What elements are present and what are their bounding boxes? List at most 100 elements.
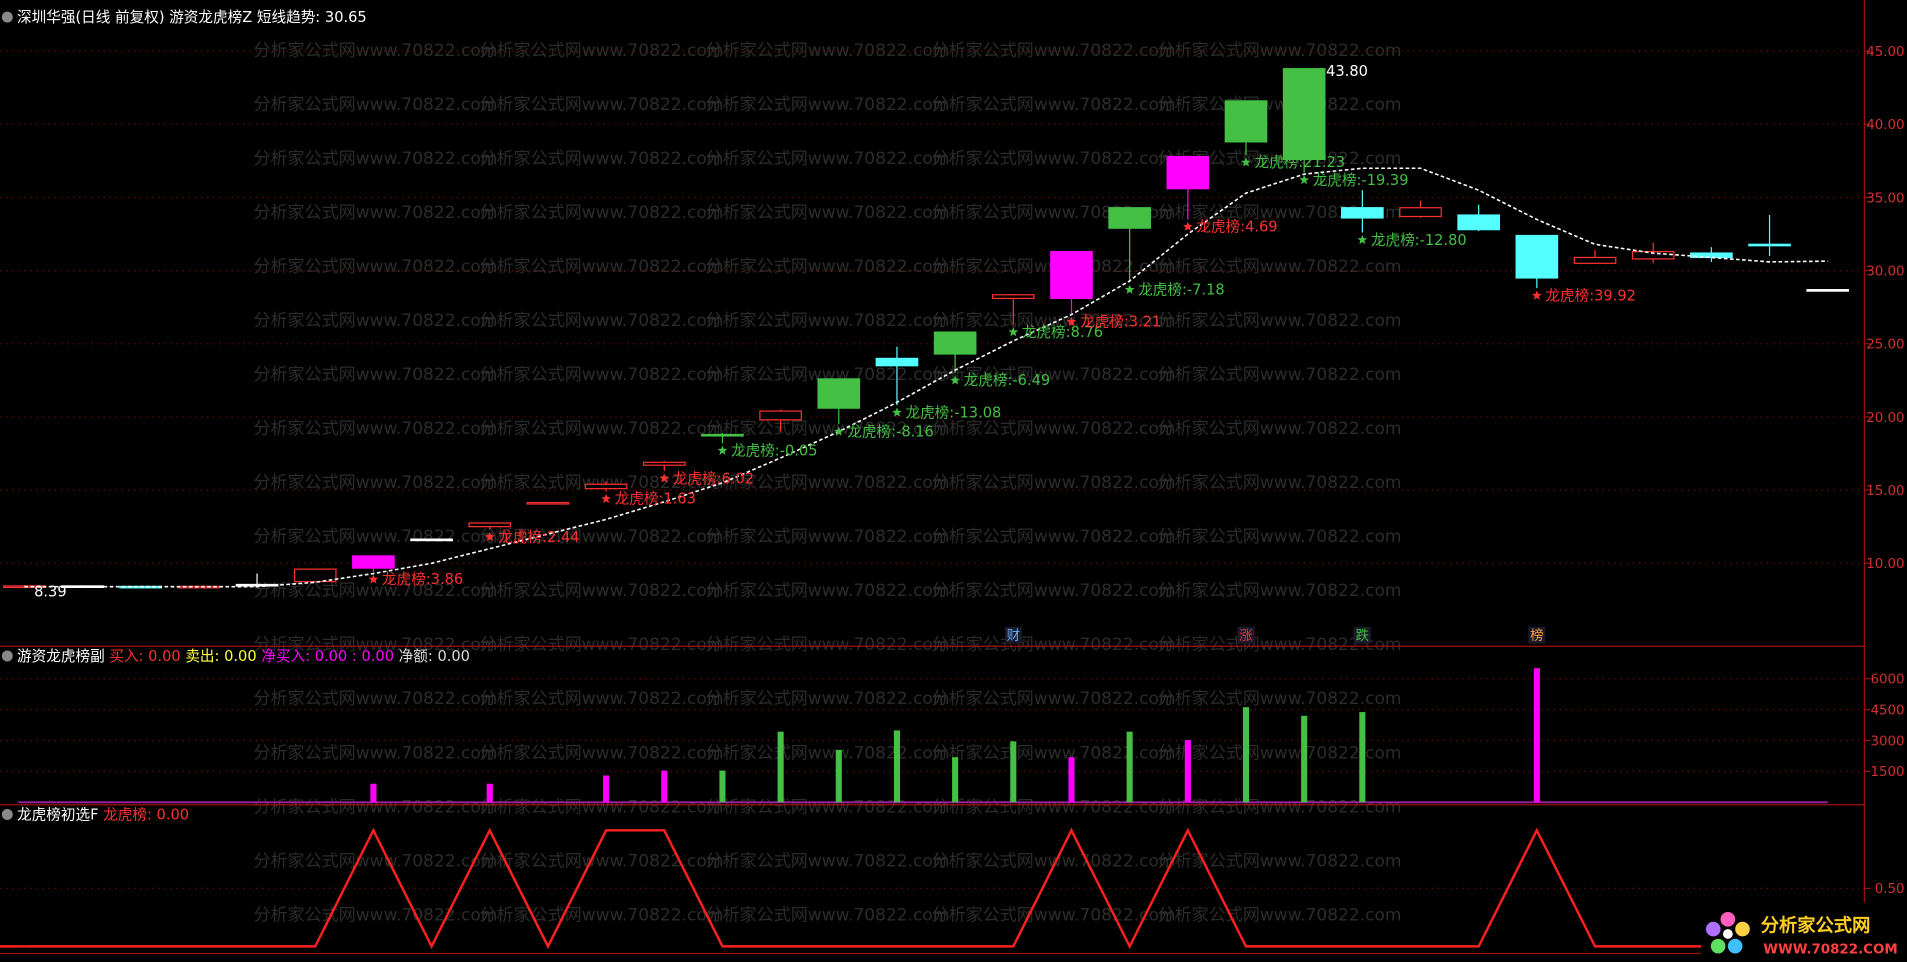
y-tick-label: 40.00 [1866,118,1904,133]
star-marker [1182,221,1193,231]
panel-header: 深圳华强(日线 前复权) 游资龙虎榜Z 短线趋势: 30.65 [17,8,367,26]
logo: 分析家公式网 WWW.70822.COM [1701,902,1907,962]
watermark: 分析家公式网www.70822.com [932,365,1176,385]
panel-title: 龙虎榜初选F [17,806,98,823]
logo-petal [1710,938,1726,954]
dragon-tiger-label: 龙虎榜:-0.05 [731,442,818,459]
watermark: 分析家公式网www.70822.com [1158,743,1402,763]
indicator-value: 0.00 [157,806,190,823]
candle-body [1399,207,1442,218]
watermark: 分析家公式网www.70822.com [1158,311,1402,331]
bar [1359,712,1366,803]
panel-title: 深圳华强(日线 前复权) [17,8,164,26]
watermark: 分析家公式网www.70822.com [932,905,1176,925]
watermark: 分析家公式网www.70822.com [479,311,723,331]
star-marker [1066,316,1077,327]
y-tick-label: 15.00 [1866,484,1904,499]
star-marker [659,473,670,483]
watermark: 分析家公式网www.70822.com [1158,365,1402,385]
bar [1010,741,1017,803]
event-marker-bg [1004,626,1022,644]
watermark: 分析家公式网www.70822.com [479,743,723,763]
watermark: 分析家公式网www.70822.com [1158,149,1402,169]
watermark: 分析家公式网www.70822.com [479,851,723,871]
dragon-tiger-label: 龙虎榜:21.23 [1255,154,1346,171]
watermark: 分析家公式网www.70822.com [479,203,723,223]
watermark: 分析家公式网www.70822.com [706,473,950,493]
watermark: 分析家公式网www.70822.com [479,95,723,115]
bar [1184,740,1191,803]
candle-body [410,538,453,542]
indicator-value: 0.00 [224,648,257,665]
watermark: 分析家公式网www.70822.com [1158,419,1402,439]
dragon-tiger-label: 龙虎榜:-12.80 [1371,232,1467,249]
watermark: 分析家公式网www.70822.com [479,527,723,547]
watermark: 分析家公式网www.70822.com [706,743,950,763]
candle-body [352,555,395,569]
max-price-label: 43.80 [1326,63,1368,80]
candle-body [1108,207,1151,229]
watermark: 分析家公式网www.70822.com [932,689,1176,709]
watermark: 分析家公式网www.70822.com [706,203,950,223]
bar [1126,731,1133,803]
watermark: 分析家公式网www.70822.com [932,149,1176,169]
watermark: 分析家公式网www.70822.com [479,365,723,385]
indicator-label: : [352,648,357,665]
star-marker [1241,157,1251,167]
candle-body [1573,256,1617,264]
event-marker: 跌 [1356,628,1369,644]
candle-body [933,331,977,355]
candle-body [1457,214,1501,231]
watermark: 分析家公式网www.70822.com [706,257,950,277]
min-price-label: 8.39 [34,584,67,601]
y-tick-label: 30.00 [1866,265,1904,280]
watermark: 分析家公式网www.70822.com [253,419,497,439]
watermark: 分析家公式网www.70822.com [706,635,950,655]
indicator-label: 净额: [399,648,433,665]
indicator-label: 卖出: [185,648,219,665]
watermark: 分析家公式网www.70822.com [479,581,723,601]
watermark: 分析家公式网www.70822.com [706,419,950,439]
y-tick-label: 4500 [1870,703,1904,718]
y-tick-label: 1500 [1870,765,1904,780]
y-tick-label: 45.00 [1866,45,1904,60]
watermark: 分析家公式网www.70822.com [706,95,950,115]
indicator-name: 游资龙虎榜Z [169,9,252,26]
watermark: 分析家公式网www.70822.com [479,689,723,709]
candle-body [1224,100,1268,143]
dragon-tiger-label: 龙虎榜:2.44 [498,529,579,546]
indicator-value: 0.00 [315,648,348,665]
bar [661,770,668,803]
watermark: 分析家公式网www.70822.com [1158,851,1402,871]
watermark: 分析家公式网www.70822.com [1158,95,1402,115]
y-tick-label: 35.00 [1866,191,1904,206]
logo-petal [1720,912,1736,927]
indicator-value: 0.00 [148,648,181,665]
watermark: 分析家公式网www.70822.com [253,635,497,655]
candle-body [875,357,919,367]
watermark: 分析家公式网www.70822.com [932,419,1176,439]
watermark: 分析家公式网www.70822.com [932,743,1176,763]
dragon-tiger-label: 龙虎榜:39.92 [1545,287,1636,304]
panel-header: 龙虎榜初选F 龙虎榜: 0.00 [17,806,189,823]
watermark: 分析家公式网www.70822.com [706,905,950,925]
indicator-label: 买入: [109,648,143,665]
bar [603,775,610,803]
y-tick-label: 20.00 [1866,411,1904,426]
watermark: 分析家公式网www.70822.com [706,527,950,547]
watermark: 分析家公式网www.70822.com [253,365,497,385]
dragon-tiger-label: 龙虎榜:8.76 [1022,324,1103,341]
watermark: 分析家公式网www.70822.com [1158,581,1402,601]
bar [719,770,726,803]
y-tick-label: 10.00 [1866,557,1904,572]
event-marker: 财 [1007,628,1020,644]
candle-body [642,461,686,466]
event-marker-bg [1528,626,1546,644]
star-marker [1357,234,1368,245]
watermark: 分析家公式网www.70822.com [932,527,1176,547]
dragon-tiger-label: 龙虎榜:6.02 [673,470,754,487]
y-tick-label: 0.50 [1875,882,1905,897]
dragon-tiger-label: 龙虎榜:1.63 [615,491,696,508]
